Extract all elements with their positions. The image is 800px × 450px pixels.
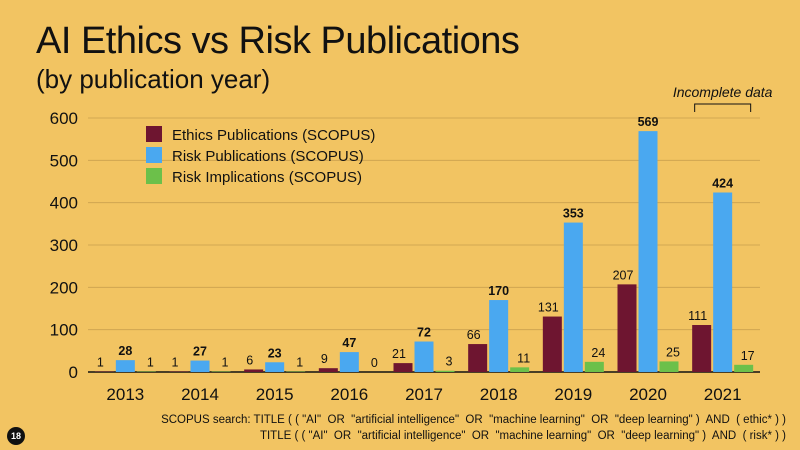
bar-risk-publications (265, 362, 285, 372)
bar-risk-implications (734, 364, 754, 372)
bar-value-label: 17 (741, 349, 755, 363)
bar-risk-publications (190, 360, 210, 372)
bar-value-label: 569 (638, 115, 659, 129)
bar-ethics-publications (542, 316, 562, 372)
bar-risk-publications (638, 131, 658, 372)
bar-value-label: 170 (488, 284, 509, 298)
bar-value-label: 424 (712, 177, 733, 191)
bar-risk-implications (435, 370, 455, 372)
y-tick-label: 300 (50, 236, 78, 255)
chart-subtitle: (by publication year) (36, 64, 271, 94)
bar-risk-implications (584, 361, 604, 372)
bar-value-label: 131 (538, 301, 559, 315)
bar-value-label: 1 (296, 356, 303, 370)
bar-risk-publications (713, 192, 733, 372)
x-tick-label: 2021 (704, 385, 742, 404)
footnote-ethics-query: SCOPUS search: TITLE ( ( "AI" OR "artifi… (161, 414, 786, 426)
bar-value-label: 24 (591, 346, 605, 360)
annotation-incomplete-data: Incomplete data (673, 84, 773, 100)
bar-value-label: 27 (193, 345, 207, 359)
bar-value-label: 3 (446, 355, 453, 369)
bar-value-label: 1 (172, 356, 179, 370)
bar-risk-publications (489, 300, 509, 372)
legend-swatch (146, 126, 162, 142)
legend-swatch (146, 168, 162, 184)
legend-label: Risk Implications (SCOPUS) (172, 169, 362, 186)
x-tick-label: 2013 (106, 385, 144, 404)
chart-title: AI Ethics vs Risk Publications (36, 20, 520, 62)
bar-value-label: 47 (342, 336, 356, 350)
bar-ethics-publications (617, 284, 637, 372)
bar-risk-implications (510, 367, 530, 372)
bar-value-label: 1 (222, 356, 229, 370)
y-tick-label: 0 (69, 363, 78, 382)
bar-value-label: 0 (371, 356, 378, 370)
x-tick-label: 2020 (629, 385, 667, 404)
bar-ethics-publications (318, 368, 338, 372)
bar-value-label: 66 (467, 328, 481, 342)
bar-value-label: 23 (268, 346, 282, 360)
annotation-bracket (694, 103, 752, 112)
y-tick-label: 400 (50, 194, 78, 213)
legend-label: Ethics Publications (SCOPUS) (172, 127, 375, 144)
y-tick-label: 200 (50, 278, 78, 297)
bar-risk-publications (115, 360, 135, 372)
x-tick-label: 2015 (256, 385, 294, 404)
x-tick-label: 2014 (181, 385, 219, 404)
x-tick-label: 2016 (330, 385, 368, 404)
bar-value-label: 1 (97, 356, 104, 370)
bar-value-label: 9 (321, 352, 328, 366)
x-tick-label: 2018 (480, 385, 518, 404)
slide-number-badge: 18 (7, 427, 25, 445)
y-tick-label: 600 (50, 109, 78, 128)
legend-label: Risk Publications (SCOPUS) (172, 148, 364, 165)
bar-value-label: 111 (688, 309, 707, 323)
legend-swatch (146, 147, 162, 163)
bar-value-label: 72 (417, 326, 431, 340)
bar-value-label: 25 (666, 345, 680, 359)
bar-ethics-publications (468, 344, 488, 372)
y-tick-label: 100 (50, 321, 78, 340)
bar-ethics-publications (393, 363, 413, 372)
bar-risk-publications (339, 352, 359, 372)
bar-risk-publications (414, 341, 434, 372)
bar-value-label: 1 (147, 356, 154, 370)
y-tick-label: 500 (50, 151, 78, 170)
x-tick-label: 2017 (405, 385, 443, 404)
bar-risk-implications (659, 361, 679, 372)
bar-value-label: 353 (563, 207, 584, 221)
bar-value-label: 28 (118, 344, 132, 358)
bar-value-label: 207 (613, 268, 634, 282)
footnote-risk-query: TITLE ( ( "AI" OR "artificial intelligen… (259, 430, 786, 442)
bar-value-label: 11 (517, 351, 530, 365)
bar-value-label: 21 (392, 347, 406, 361)
bar-risk-publications (563, 222, 583, 372)
x-tick-label: 2019 (554, 385, 592, 404)
bar-ethics-publications (692, 325, 712, 372)
bar-value-label: 6 (246, 353, 253, 367)
bar-ethics-publications (244, 369, 264, 372)
